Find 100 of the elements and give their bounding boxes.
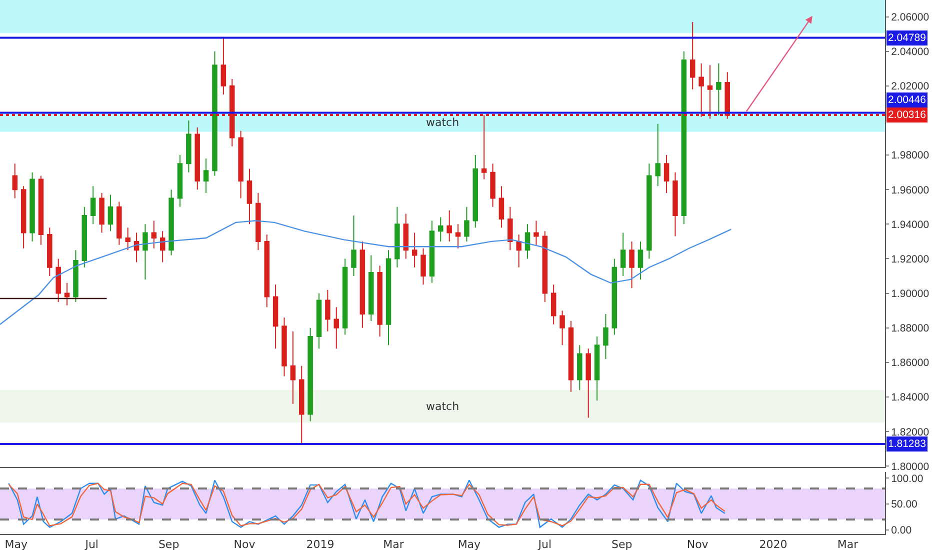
candlestick <box>446 210 452 242</box>
y-tick-label: 0.00 <box>891 524 912 537</box>
y-tick-label: 1.86000 <box>891 357 930 370</box>
ref-line-label: 2.00316 <box>888 109 926 121</box>
x-tick-label: 2020 <box>759 538 788 550</box>
y-tick-label: 2.04000 <box>891 46 930 58</box>
candlestick <box>586 348 591 418</box>
candlestick <box>498 186 504 228</box>
band-label: watch <box>426 400 460 413</box>
candlestick <box>334 306 339 350</box>
candlestick <box>99 192 104 234</box>
y-tick-label: 100.00 <box>891 472 924 485</box>
candlestick <box>160 230 166 263</box>
candlestick <box>20 186 26 249</box>
candlestick <box>534 220 539 246</box>
candlestick <box>516 234 522 268</box>
x-tick-label: Nov <box>686 538 709 550</box>
x-tick-label: Mar <box>837 538 859 550</box>
candlestick <box>524 224 530 260</box>
candlestick <box>638 240 644 280</box>
candlestick <box>724 72 730 120</box>
ref-line-label: 2.00446 <box>888 94 926 106</box>
candlestick <box>82 206 88 268</box>
candlestick <box>508 206 513 251</box>
candlestick <box>212 50 218 176</box>
candlestick <box>568 320 574 392</box>
ref-line-label: 2.04789 <box>888 32 926 44</box>
candlestick <box>360 240 366 328</box>
candlestick <box>220 37 226 96</box>
candlestick <box>264 234 270 308</box>
candlestick <box>594 336 600 401</box>
candlestick <box>134 232 140 263</box>
candlestick <box>325 289 330 332</box>
x-tick-label: Jul <box>537 538 552 550</box>
candlestick <box>368 254 374 322</box>
candlestick <box>386 250 392 346</box>
y-tick-label: 1.90000 <box>891 288 930 300</box>
candlestick <box>73 250 78 302</box>
candlestick <box>690 21 696 90</box>
candlestick <box>272 284 278 350</box>
candlestick <box>560 310 565 346</box>
candlestick <box>612 258 618 336</box>
y-tick-label: 1.88000 <box>891 322 930 335</box>
candlestick <box>403 213 409 260</box>
candlestick <box>256 192 261 251</box>
x-tick-label: Mar <box>383 538 404 550</box>
candlestick <box>550 284 556 325</box>
candlestick <box>125 227 130 251</box>
candlestick <box>246 168 252 225</box>
candlestick <box>664 154 670 194</box>
y-tick-label: 50.00 <box>891 498 918 511</box>
candlestick <box>290 330 296 404</box>
line-series <box>0 220 732 326</box>
candlestick <box>194 126 200 190</box>
candlestick <box>464 206 470 242</box>
candlestick <box>56 258 61 302</box>
candlestick <box>490 163 496 208</box>
y-tick-label: 2.06000 <box>891 11 930 24</box>
candlestick <box>655 123 660 187</box>
ref-line-label: 1.81283 <box>888 438 926 450</box>
candlestick <box>672 172 678 237</box>
candlestick <box>394 206 400 268</box>
candlestick <box>342 258 348 336</box>
candlestick <box>620 232 626 277</box>
candlestick <box>30 172 35 242</box>
candlestick <box>168 189 174 256</box>
candlestick <box>38 175 44 246</box>
y-tick-label: 1.92000 <box>891 253 930 266</box>
candlestick <box>707 64 713 120</box>
candlestick <box>577 344 582 391</box>
candlestick <box>646 163 652 260</box>
x-tick-label: Nov <box>234 538 256 550</box>
candlestick <box>90 186 96 225</box>
candlestick <box>351 215 356 277</box>
candlestick <box>282 317 287 377</box>
candlestick <box>603 314 608 360</box>
y-tick-label: 1.98000 <box>891 150 930 162</box>
y-tick-label: 1.80000 <box>891 460 930 473</box>
candlestick <box>542 230 548 302</box>
candlestick <box>108 194 114 232</box>
candlestick <box>377 265 382 338</box>
candlestick <box>186 120 192 173</box>
candlestick <box>151 220 157 249</box>
candlestick <box>698 62 704 118</box>
candlestick <box>438 216 444 242</box>
y-tick-label: 1.82000 <box>891 426 930 438</box>
band-label: watch <box>426 116 460 129</box>
candlestick <box>308 327 313 422</box>
x-tick-label: Jul <box>84 538 98 550</box>
candlestick <box>455 224 461 249</box>
candlestick <box>177 154 183 208</box>
candlestick <box>142 224 148 280</box>
candlestick <box>12 163 18 199</box>
candlestick <box>429 220 435 284</box>
candlestick <box>64 282 70 306</box>
candlestick <box>229 78 235 147</box>
candlestick <box>629 240 634 289</box>
candlestick <box>412 232 418 268</box>
candlestick <box>298 365 304 444</box>
y-tick-label: 2.02000 <box>891 80 930 93</box>
